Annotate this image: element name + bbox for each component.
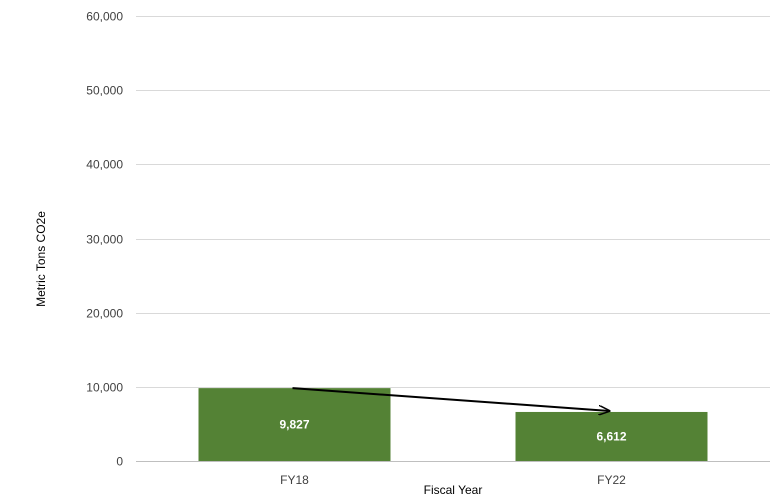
data-label: 9,827 (279, 418, 309, 432)
x-axis-title: Fiscal Year (424, 483, 483, 497)
gridlines (136, 16, 770, 462)
data-label: 6,612 (596, 429, 626, 443)
y-axis-title: Metric Tons CO2e (34, 211, 48, 307)
x-tick-label: FY22 (597, 473, 626, 487)
y-tick-label: 20,000 (86, 307, 123, 321)
bars (198, 388, 708, 461)
bar-fy18 (198, 388, 391, 461)
trend-arrow (292, 387, 610, 411)
annotations (292, 387, 610, 411)
y-tick-label: 10,000 (86, 381, 123, 395)
y-tick-label: 40,000 (86, 158, 123, 172)
x-tick-label: FY18 (280, 473, 309, 487)
y-tick-label: 0 (116, 455, 123, 469)
y-tick-label: 50,000 (86, 84, 123, 98)
y-tick-label: 30,000 (86, 233, 123, 247)
bar-fy22 (515, 411, 708, 461)
y-axis-ticks: 0 10,000 20,000 30,000 40,000 50,000 60,000 (86, 10, 123, 469)
y-tick-label: 60,000 (86, 10, 123, 24)
x-axis-ticks: FY18 FY22 (280, 473, 626, 487)
data-labels: 9,827 6,612 (279, 418, 626, 444)
